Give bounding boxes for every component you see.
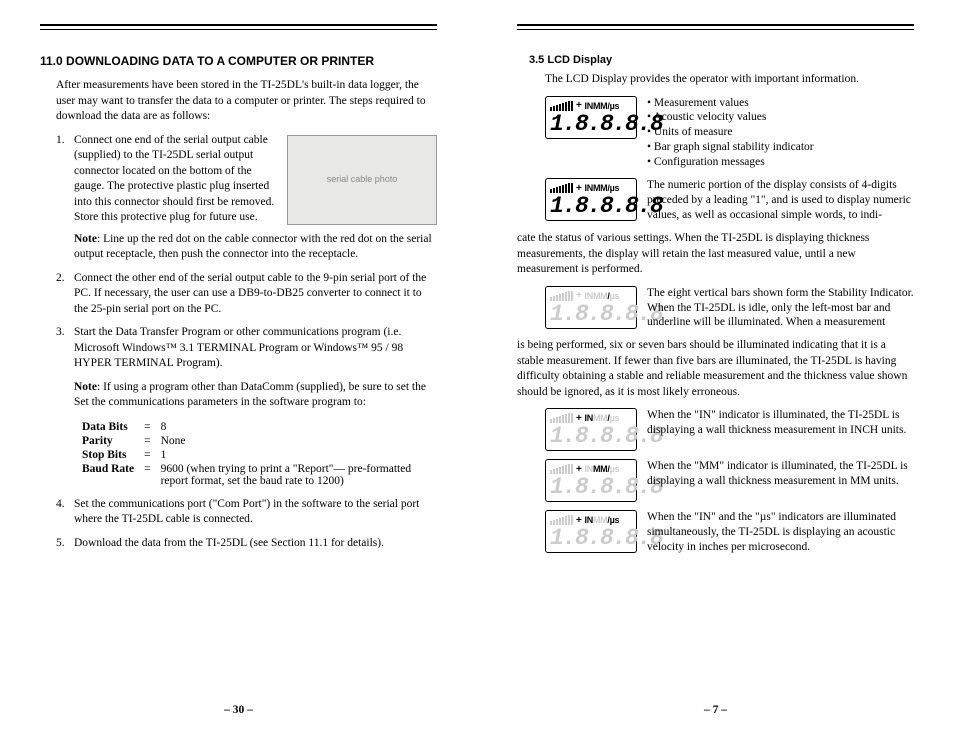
param-label: Data Bits xyxy=(78,421,138,433)
step-text: Connect the other end of the serial outp… xyxy=(74,271,437,318)
note-label: Note xyxy=(74,233,97,245)
lcd-example-stability: +INMM/µs1.8.8.8.8 The eight vertical bar… xyxy=(517,286,914,331)
step-number: 4. xyxy=(56,497,74,528)
lcd-description: When the "IN" and the "µs" indicators ar… xyxy=(647,510,914,555)
step-text: Download the data from the TI-25DL (see … xyxy=(74,536,437,552)
step-2: 2. Connect the other end of the serial o… xyxy=(56,271,437,318)
step-text: Set the communications port ("Com Port")… xyxy=(74,497,437,528)
rule-top xyxy=(40,24,437,27)
param-value: 1 xyxy=(157,449,435,461)
lcd-display: +INMM/µs1.8.8.8.8 xyxy=(545,510,637,553)
lcd-description: The eight vertical bars shown form the S… xyxy=(647,286,914,331)
rule-top xyxy=(517,24,914,27)
bullet: Measurement values xyxy=(647,96,914,111)
bullet: Acoustic velocity values xyxy=(647,110,914,125)
lcd-display: +INMM/µs1.8.8.8.8 xyxy=(545,286,637,329)
rule-thin xyxy=(517,29,914,30)
lcd-display: +INMM/µs1.8.8.8.8 xyxy=(545,96,637,139)
lcd-example-inch: +INMM/µs1.8.8.8.8 When the "IN" indicato… xyxy=(517,408,914,451)
lcd-example-velocity: +INMM/µs1.8.8.8.8 When the "IN" and the … xyxy=(517,510,914,555)
step-1: 1. serial cable photo Connect one end of… xyxy=(56,133,437,263)
lcd-description: The numeric portion of the display consi… xyxy=(647,178,914,223)
lcd-description-cont: is being performed, six or seven bars sh… xyxy=(517,338,914,400)
step-number: 3. xyxy=(56,325,74,411)
lcd-display: +INMM/µs1.8.8.8.8 xyxy=(545,459,637,502)
bullet: Configuration messages xyxy=(647,155,914,170)
note-label: Note xyxy=(74,381,97,393)
comm-params-table: Data Bits=8 Parity=None Stop Bits=1 Baud… xyxy=(76,419,437,489)
lcd-display: +INMM/µs1.8.8.8.8 xyxy=(545,408,637,451)
page-right: 3.5 LCD Display The LCD Display provides… xyxy=(477,0,954,738)
step-5: 5. Download the data from the TI-25DL (s… xyxy=(56,536,437,552)
step-text: Connect one end of the serial output cab… xyxy=(74,134,274,224)
serial-cable-photo: serial cable photo xyxy=(287,135,437,225)
bullet: Units of measure xyxy=(647,125,914,140)
param-value: None xyxy=(157,435,435,447)
step-text: Start the Data Transfer Program or other… xyxy=(74,326,403,369)
lcd-example-full: +INMM/µs1.8.8.8.8 Measurement values Aco… xyxy=(517,96,914,171)
bullet: Bar graph signal stability indicator xyxy=(647,140,914,155)
step-number: 1. xyxy=(56,133,74,263)
param-value: 8 xyxy=(157,421,435,433)
step-number: 2. xyxy=(56,271,74,318)
param-label: Parity xyxy=(78,435,138,447)
page-left: 11.0 DOWNLOADING DATA TO A COMPUTER OR P… xyxy=(0,0,477,738)
note-text: : Line up the red dot on the cable conne… xyxy=(74,233,432,261)
lcd-description: When the "MM" indicator is illuminated, … xyxy=(647,459,914,489)
note-text: : If using a program other than DataComm… xyxy=(74,381,426,409)
step-number: 5. xyxy=(56,536,74,552)
intro-text: After measurements have been stored in t… xyxy=(56,78,437,125)
feature-bullets: Measurement values Acoustic velocity val… xyxy=(647,96,914,171)
lcd-display: +INMM/µs1.8.8.8.8 xyxy=(545,178,637,221)
param-value: 9600 (when trying to print a "Report"— p… xyxy=(157,463,435,487)
lcd-example-numeric: +INMM/µs1.8.8.8.8 The numeric portion of… xyxy=(517,178,914,223)
lcd-description-cont: cate the status of various settings. Whe… xyxy=(517,231,914,278)
page-number: – 30 – xyxy=(0,704,477,716)
step-4: 4. Set the communications port ("Com Por… xyxy=(56,497,437,528)
param-label: Stop Bits xyxy=(78,449,138,461)
param-label: Baud Rate xyxy=(78,463,138,487)
lcd-description: When the "IN" indicator is illuminated, … xyxy=(647,408,914,438)
section-title: 11.0 DOWNLOADING DATA TO A COMPUTER OR P… xyxy=(40,54,437,68)
rule-thin xyxy=(40,29,437,30)
lcd-example-mm: +INMM/µs1.8.8.8.8 When the "MM" indicato… xyxy=(517,459,914,502)
step-3: 3. Start the Data Transfer Program or ot… xyxy=(56,325,437,411)
subsection-title: 3.5 LCD Display xyxy=(529,54,914,66)
intro-text: The LCD Display provides the operator wi… xyxy=(545,72,914,88)
page-number: – 7 – xyxy=(477,704,954,716)
